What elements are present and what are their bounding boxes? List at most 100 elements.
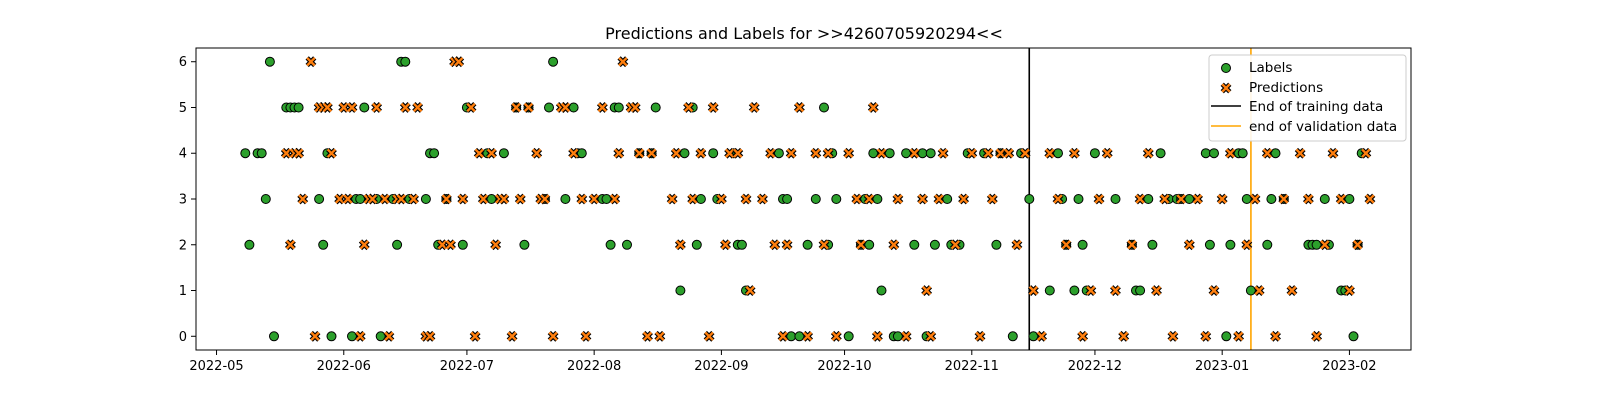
label-point: [1184, 194, 1195, 204]
prediction-point-fill: [1295, 148, 1305, 158]
label-point: [942, 194, 953, 204]
prediction-point: [876, 147, 887, 159]
prediction-point: [1151, 285, 1162, 296]
prediction-point-fill: [511, 102, 521, 113]
prediction-point-fill: [987, 194, 997, 204]
prediction-point-fill: [1110, 285, 1121, 296]
x-tick-label: 2022-12: [1068, 359, 1122, 374]
prediction-point-fill: [1262, 148, 1272, 158]
label-point: [925, 148, 936, 159]
prediction-point: [810, 147, 822, 159]
label-point: [1266, 194, 1277, 204]
prediction-point-fill: [749, 102, 759, 113]
prediction-point-fill: [515, 194, 525, 204]
label-point: [601, 194, 612, 204]
prediction-point-fill: [1069, 148, 1080, 158]
prediction-point-fill: [831, 331, 841, 341]
label-point: [420, 194, 431, 204]
prediction-point-fill: [950, 240, 961, 250]
prediction-point-fill: [1061, 240, 1071, 250]
prediction-point: [457, 193, 469, 205]
prediction-point-fill: [720, 240, 731, 250]
prediction-point: [666, 193, 678, 205]
prediction-point: [1327, 147, 1339, 159]
prediction-point-fill: [396, 194, 406, 204]
prediction-point: [453, 56, 465, 68]
prediction-point: [855, 239, 867, 251]
x-tick-label: 2022-10: [817, 359, 871, 374]
label-point: [256, 148, 267, 159]
label-point: [1147, 239, 1158, 250]
prediction-point: [297, 193, 309, 205]
label-point: [1348, 331, 1359, 342]
prediction-point-fill: [983, 148, 993, 158]
label-point: [622, 239, 632, 250]
label-point: [1024, 194, 1035, 204]
prediction-point-fill: [802, 331, 813, 341]
prediction-point-fill: [934, 194, 944, 204]
prediction-point: [1360, 147, 1372, 159]
prediction-point: [740, 193, 752, 205]
prediction-point-fill: [610, 194, 620, 204]
prediction-point: [1175, 193, 1187, 205]
prediction-point-fill: [310, 331, 320, 341]
prediction-point-fill: [540, 194, 550, 204]
prediction-point: [523, 102, 534, 113]
label-point: [605, 239, 616, 250]
prediction-point: [888, 239, 900, 251]
prediction-point: [925, 330, 937, 342]
prediction-point: [863, 193, 875, 205]
prediction-point: [309, 330, 321, 342]
prediction-point-fill: [823, 148, 833, 158]
prediction-point: [966, 147, 978, 159]
prediction-point: [707, 102, 719, 113]
prediction-point: [818, 239, 830, 251]
label-point: [909, 239, 920, 250]
prediction-point: [765, 147, 777, 159]
prediction-point-fill: [630, 102, 640, 113]
prediction-point: [486, 147, 497, 159]
prediction-point: [720, 239, 731, 251]
prediction-point-fill: [864, 194, 874, 204]
prediction-point: [596, 102, 608, 113]
prediction-point-fill: [1209, 285, 1219, 296]
label-point: [1077, 239, 1088, 250]
prediction-point: [321, 102, 333, 113]
x-tick-label: 2022-09: [694, 359, 748, 374]
prediction-point: [785, 147, 797, 159]
prediction-point-fill: [1250, 194, 1260, 204]
prediction-point-fill: [1217, 194, 1227, 204]
y-tick-label: 3: [179, 193, 187, 208]
prediction-point: [777, 330, 789, 342]
prediction-point: [371, 102, 383, 113]
label-point: [429, 148, 440, 159]
label-point: [872, 194, 883, 204]
prediction-point-fill: [1328, 148, 1338, 158]
prediction-point: [715, 193, 727, 205]
prediction-point-fill: [499, 194, 509, 204]
prediction-point: [958, 193, 970, 205]
label-point: [929, 239, 940, 250]
prediction-point: [1068, 147, 1080, 159]
prediction-point: [609, 193, 621, 205]
prediction-point: [1261, 147, 1273, 159]
label-point: [864, 239, 875, 250]
prediction-point-fill: [1361, 148, 1371, 158]
prediction-point: [748, 102, 760, 113]
prediction-point: [531, 147, 543, 159]
prediction-point: [1134, 193, 1146, 205]
label-point: [1089, 148, 1100, 159]
prediction-point-fill: [466, 102, 476, 113]
label-point: [1241, 194, 1252, 204]
prediction-point: [477, 193, 489, 205]
prediction-point: [995, 147, 1006, 159]
prediction-point: [1159, 193, 1171, 205]
prediction-point-fill: [1344, 285, 1355, 296]
label-point: [876, 285, 887, 296]
prediction-point: [1364, 193, 1376, 205]
prediction-point-fill: [917, 194, 928, 204]
prediction-point-fill: [1020, 148, 1030, 158]
prediction-point-fill: [909, 148, 919, 158]
prediction-point-fill: [1176, 194, 1186, 204]
label-point: [1237, 148, 1248, 159]
